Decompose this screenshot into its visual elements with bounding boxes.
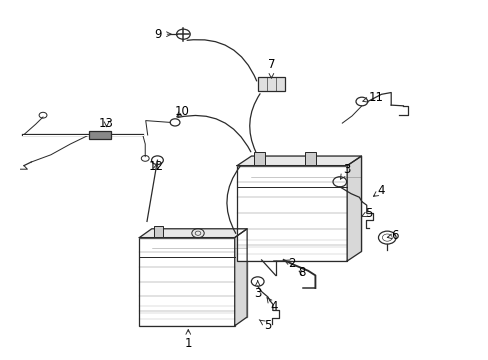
Text: 8: 8: [298, 266, 305, 279]
Text: 3: 3: [253, 281, 261, 300]
Text: 6: 6: [386, 229, 398, 242]
Bar: [139, 238, 234, 326]
Polygon shape: [346, 156, 361, 261]
Text: 5: 5: [361, 207, 372, 220]
Text: 9: 9: [154, 28, 171, 41]
Text: 4: 4: [266, 298, 277, 313]
Text: 5: 5: [259, 319, 271, 332]
Bar: [251, 156, 361, 251]
Bar: [89, 131, 110, 139]
Polygon shape: [139, 229, 246, 238]
Bar: [151, 229, 246, 317]
Text: 3: 3: [340, 163, 350, 179]
Bar: [153, 226, 163, 237]
Bar: [305, 152, 316, 165]
Polygon shape: [237, 156, 361, 166]
Text: 7: 7: [267, 58, 275, 78]
Bar: [237, 166, 346, 261]
Text: 12: 12: [149, 160, 163, 173]
Text: 2: 2: [284, 257, 295, 270]
Bar: [253, 152, 264, 165]
Text: 13: 13: [99, 117, 114, 130]
Text: 1: 1: [184, 330, 192, 350]
Bar: [257, 77, 285, 91]
Text: 4: 4: [373, 184, 385, 197]
Text: 11: 11: [362, 91, 383, 104]
Polygon shape: [234, 229, 246, 326]
Text: 10: 10: [175, 105, 189, 118]
